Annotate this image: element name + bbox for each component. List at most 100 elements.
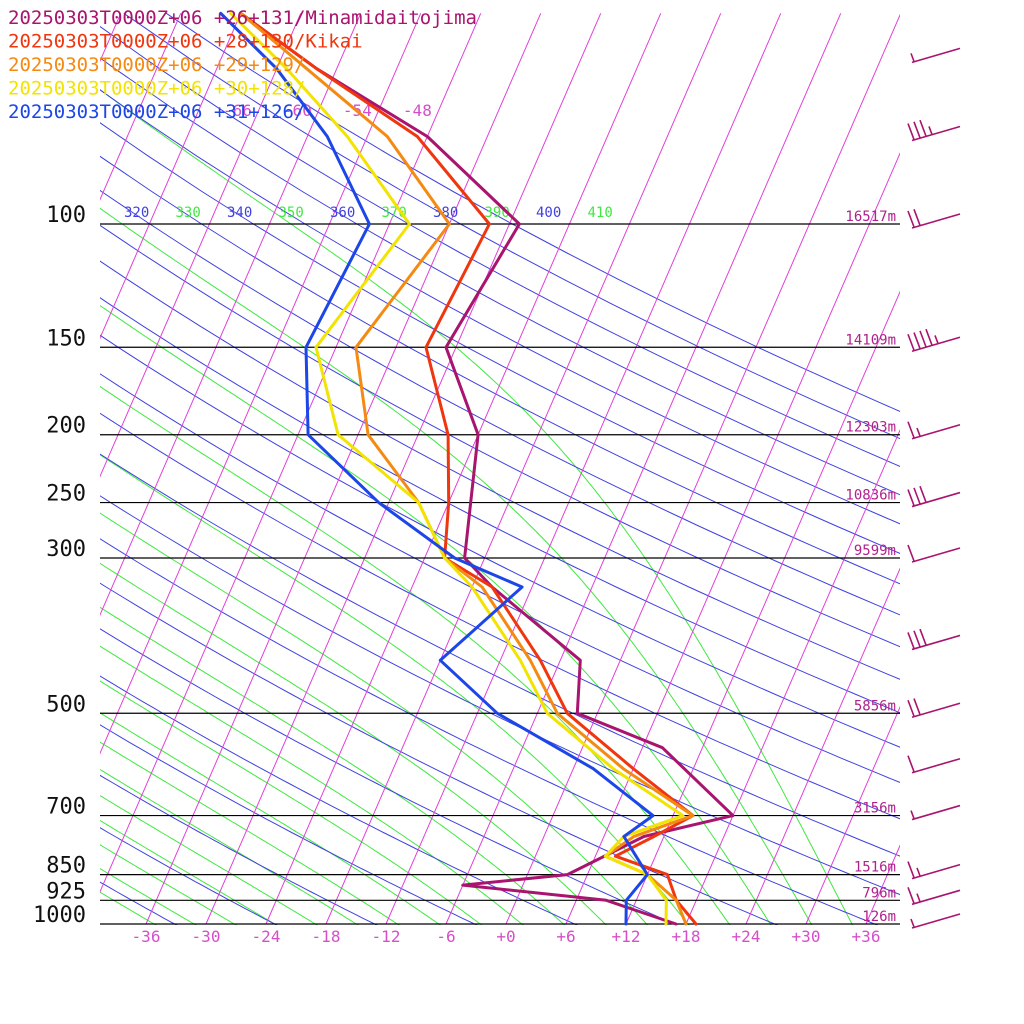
wind-barb [910, 804, 961, 821]
moist-adiabat-line [100, 606, 566, 925]
dry-adiabat-line [100, 774, 378, 925]
pressure-label: 500 [46, 692, 86, 717]
moist-adiabat-line [100, 89, 853, 925]
moist-adiabat-line [100, 844, 238, 925]
height-label: 5856m [854, 698, 896, 714]
height-label: 14109m [845, 332, 896, 348]
wind-barb-flag [925, 328, 933, 346]
dry-adiabat-line [100, 260, 900, 680]
adiabat-label: 320 [124, 205, 149, 221]
moist-adiabat-line [100, 768, 359, 925]
isotherm-line [745, 567, 900, 925]
isotherm-line [625, 290, 900, 925]
pressure-label: 700 [46, 795, 86, 820]
wind-barb-flag [913, 487, 921, 505]
isotherm-line [100, 13, 122, 63]
moist-adiabat-line [100, 512, 649, 925]
adiabat-label: 400 [536, 205, 561, 221]
dry-adiabat-line [100, 675, 578, 925]
profile-line [219, 11, 655, 926]
pressure-label: 1000 [33, 903, 86, 928]
isotherm-line [445, 13, 842, 925]
isotherm-line [385, 13, 782, 925]
wind-barb-staff [911, 634, 961, 651]
wind-barb [907, 698, 961, 719]
wind-barb-staff [911, 889, 961, 906]
moist-adiabat-line [100, 868, 197, 925]
legend-entry: 20250303T0000Z+06 +26+131/Minamidaitojim… [8, 7, 477, 29]
wind-barb-half-flag [910, 918, 915, 928]
dry-adiabat-line [100, 881, 178, 925]
wind-barb-staff [911, 757, 961, 774]
wind-barb-staff [911, 804, 961, 821]
isobars [100, 223, 900, 925]
moist-adiabats [100, 89, 853, 925]
isotherm-line [100, 13, 182, 201]
dry-adiabat-line [100, 334, 900, 748]
isotherm-line [565, 152, 900, 925]
isotherm-line [205, 13, 602, 925]
wind-barb-staff [911, 702, 961, 719]
dry-adiabat-line [100, 495, 900, 896]
dry-adiabat-line [100, 827, 278, 925]
moist-adiabat-line [100, 680, 483, 925]
legend-entry: 20250303T0000Z+06 +28+130/Kikai [8, 31, 363, 53]
temperature-tick-label: -12 [372, 927, 401, 946]
wind-barb-flag [919, 485, 927, 503]
dry-adiabat-line [100, 724, 478, 925]
moist-adiabat-line [100, 454, 690, 925]
isotherm-line [865, 844, 900, 925]
temperature-profiles [219, 11, 735, 926]
wind-barb-flag [907, 489, 915, 506]
height-label: 16517m [845, 209, 896, 225]
wind-barb [907, 887, 961, 906]
isotherm-line [0, 13, 61, 924]
wind-barb-half-flag [910, 810, 915, 819]
wind-barb-staff [911, 213, 961, 229]
wind-barb-flag [907, 699, 915, 717]
dry-adiabat-line [100, 122, 900, 554]
temperature-axis-labels: -36 -30 -24 -18 -12 -6 +0 +6 +12 +18 +24 +30 +36 [132, 927, 881, 946]
isotherm-line [100, 13, 422, 755]
wind-barb [907, 861, 961, 880]
isotherm-line [986, 13, 1024, 924]
wind-barb-staff [911, 336, 961, 353]
wind-barb-flag [907, 210, 915, 228]
wind-barb-staff [911, 423, 961, 440]
isotherms [0, 13, 1024, 925]
wind-barb-half-flag [916, 867, 921, 877]
dry-adiabat-line [100, 189, 900, 616]
pressure-label: 300 [46, 537, 86, 562]
moist-adiabat-line [100, 207, 813, 925]
temperature-tick-label: +0 [496, 927, 515, 946]
dry-adiabat-line [100, 224, 900, 648]
isotherm-line [100, 13, 482, 893]
wind-barb-flag [913, 332, 921, 349]
wind-barb-half-flag [916, 893, 921, 902]
wind-barb-half-flag [910, 53, 915, 62]
dry-adiabat-line [100, 538, 879, 925]
wind-barb [907, 628, 961, 651]
wind-barb-half-flag [916, 427, 921, 437]
wind-barb-flag [907, 544, 915, 562]
legend-entry: 20250303T0000Z+06 +31+126/ [8, 101, 305, 123]
wind-barb-flag [913, 630, 921, 648]
temperature-tick-label: +6 [556, 927, 575, 946]
pressure-label: 100 [46, 203, 86, 228]
isotherm-line [100, 13, 242, 340]
dry-adiabat-line [100, 155, 900, 585]
moist-adiabat-line [100, 794, 318, 925]
moist-adiabat-line [100, 304, 772, 925]
moist-adiabat-line [100, 712, 441, 925]
wind-barb [907, 328, 961, 353]
upper-temperature-label: -48 [403, 101, 432, 120]
wind-barb-flag [907, 123, 915, 140]
wind-barb [907, 755, 961, 774]
dry-adiabat-line [100, 89, 900, 525]
moist-adiabat-line [100, 562, 607, 925]
height-label: 3156m [854, 801, 896, 817]
isotherm-line [100, 13, 302, 478]
wind-barb [910, 913, 961, 929]
adiabat-label: 360 [330, 205, 355, 221]
